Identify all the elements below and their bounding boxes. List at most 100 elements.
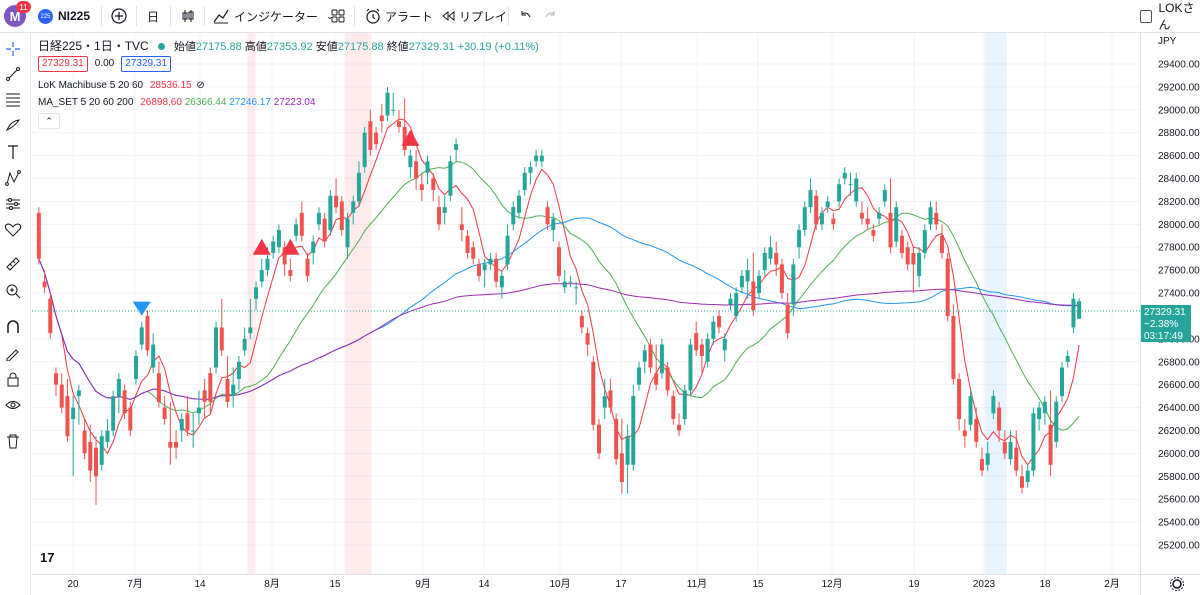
magnet-tool[interactable] bbox=[2, 316, 24, 338]
sliders-icon bbox=[6, 198, 20, 210]
candle-body bbox=[185, 413, 190, 431]
price-tick-label: 27800.00 bbox=[1158, 243, 1200, 254]
drawing-toolbar bbox=[0, 33, 31, 595]
buy-price-box[interactable]: 27329.31 bbox=[121, 56, 172, 72]
collapse-legend-button[interactable]: ⌃ bbox=[38, 113, 60, 129]
lock-tool[interactable] bbox=[2, 368, 24, 390]
candle-body bbox=[802, 207, 807, 231]
candle-body bbox=[734, 293, 739, 316]
price-tick-label: 28600.00 bbox=[1158, 151, 1200, 162]
crosshair-tool[interactable] bbox=[2, 38, 24, 60]
candle-body bbox=[671, 396, 676, 420]
compare-symbol-button[interactable] bbox=[110, 0, 128, 32]
candle-body bbox=[791, 264, 796, 305]
candle-body bbox=[922, 230, 927, 253]
interval-button[interactable]: 日 bbox=[147, 0, 159, 32]
brush-tool[interactable] bbox=[2, 114, 24, 136]
candle-body bbox=[214, 327, 219, 368]
price-tick-label: 28400.00 bbox=[1158, 174, 1200, 185]
time-tick-label: 15 bbox=[329, 579, 341, 590]
replay-button[interactable]: リプレイ bbox=[440, 0, 507, 32]
candle-body bbox=[425, 161, 430, 173]
candle-body bbox=[614, 419, 619, 460]
candle-body bbox=[539, 155, 544, 162]
candle-body bbox=[442, 207, 447, 213]
candle-body bbox=[76, 390, 81, 397]
highlight-bands bbox=[247, 33, 1007, 574]
chart-type-button[interactable] bbox=[179, 0, 197, 32]
candle-body bbox=[585, 333, 590, 345]
candle-body bbox=[311, 241, 316, 253]
candle-body bbox=[865, 218, 870, 225]
zoom-in-icon bbox=[6, 284, 21, 299]
last-change-value: −2.38% bbox=[1144, 319, 1178, 330]
sell-price-box[interactable]: 27329.31 bbox=[38, 56, 88, 72]
buy-signal-marker bbox=[281, 238, 300, 255]
moving-average-lines bbox=[38, 118, 1080, 466]
alert-button[interactable]: アラート bbox=[364, 0, 433, 32]
candle-body bbox=[665, 367, 670, 391]
close-value: 27329.31 bbox=[408, 41, 455, 53]
candle-body bbox=[288, 270, 293, 276]
layout-button[interactable]: LOKさん bbox=[1140, 0, 1200, 32]
bar-countdown: 03:17:49 bbox=[1144, 331, 1183, 342]
price-tick-label: 25600.00 bbox=[1158, 495, 1200, 506]
candle-body bbox=[231, 384, 236, 397]
candle-body bbox=[351, 201, 356, 213]
candle-body bbox=[602, 396, 607, 408]
undo-button[interactable] bbox=[518, 0, 532, 32]
toolbar-divider bbox=[204, 6, 205, 26]
candle-body bbox=[962, 430, 967, 437]
ma200-value: 27223.04 bbox=[273, 97, 316, 108]
notification-badge: 11 bbox=[16, 1, 31, 13]
stay-drawing-tool[interactable] bbox=[2, 342, 24, 364]
series-title[interactable]: 日経225・1日・TVC bbox=[38, 39, 149, 53]
candle-body bbox=[99, 436, 104, 465]
zoom-tool[interactable] bbox=[2, 280, 24, 302]
eye-icon bbox=[5, 401, 21, 409]
indicators-button[interactable]: インジケーター ⌄ bbox=[212, 0, 334, 32]
toolbar-divider bbox=[508, 6, 509, 26]
price-tick-label: 27600.00 bbox=[1158, 266, 1200, 277]
candle-body bbox=[454, 144, 459, 150]
candle-body bbox=[1048, 424, 1053, 465]
pattern-tool[interactable] bbox=[2, 167, 24, 189]
hide-tool[interactable] bbox=[2, 394, 24, 416]
candle-body bbox=[1037, 407, 1042, 420]
redo-button[interactable] bbox=[544, 0, 558, 32]
settings-gear-icon[interactable] bbox=[1170, 577, 1184, 591]
remove-tool[interactable] bbox=[2, 430, 24, 452]
candle-body bbox=[208, 373, 213, 402]
favorites-tool[interactable] bbox=[2, 219, 24, 241]
candle-body bbox=[699, 344, 704, 357]
indicator-legend-ma-set[interactable]: MA_SET 5 20 60 200 26898.60 26366.44 272… bbox=[38, 97, 315, 108]
indicator-value: 28536.15 bbox=[149, 80, 192, 91]
price-scale[interactable]: 29400.00 29200.00 29000.00 28800.00 28600.00… bbox=[1158, 60, 1200, 552]
candle-body bbox=[374, 132, 379, 145]
candle-body bbox=[631, 396, 636, 465]
candle-body bbox=[162, 407, 167, 420]
measure-tool[interactable] bbox=[2, 253, 24, 275]
time-scale[interactable]: 20 7月 14 8月 15 9月 14 10月 17 11月 15 12月 19 2023 18 2月 bbox=[67, 578, 1119, 590]
add-circle-icon bbox=[111, 8, 127, 24]
candle-body bbox=[757, 275, 762, 294]
toolbar-divider bbox=[354, 6, 355, 26]
text-tool[interactable] bbox=[2, 141, 24, 163]
time-tick-label: 15 bbox=[752, 579, 764, 590]
candle-body bbox=[899, 235, 904, 253]
candle-body bbox=[334, 195, 339, 208]
time-tick-label: 14 bbox=[478, 579, 490, 590]
fib-tool[interactable] bbox=[2, 88, 24, 110]
candle-body bbox=[71, 407, 76, 420]
templates-button[interactable] bbox=[330, 0, 346, 32]
symbol-search-button[interactable]: NI225 bbox=[58, 0, 90, 32]
alarm-clock-icon bbox=[366, 8, 380, 24]
prediction-tool[interactable] bbox=[2, 193, 24, 215]
candle-body bbox=[797, 230, 802, 248]
trendline-tool[interactable] bbox=[2, 63, 24, 85]
checkbox-icon bbox=[1140, 9, 1152, 23]
indicator-legend-machibuse[interactable]: LoK Machibuse 5 20 60 28536.15 ⊘ bbox=[38, 80, 205, 91]
candle-body bbox=[299, 212, 304, 236]
candle-body bbox=[48, 298, 53, 334]
